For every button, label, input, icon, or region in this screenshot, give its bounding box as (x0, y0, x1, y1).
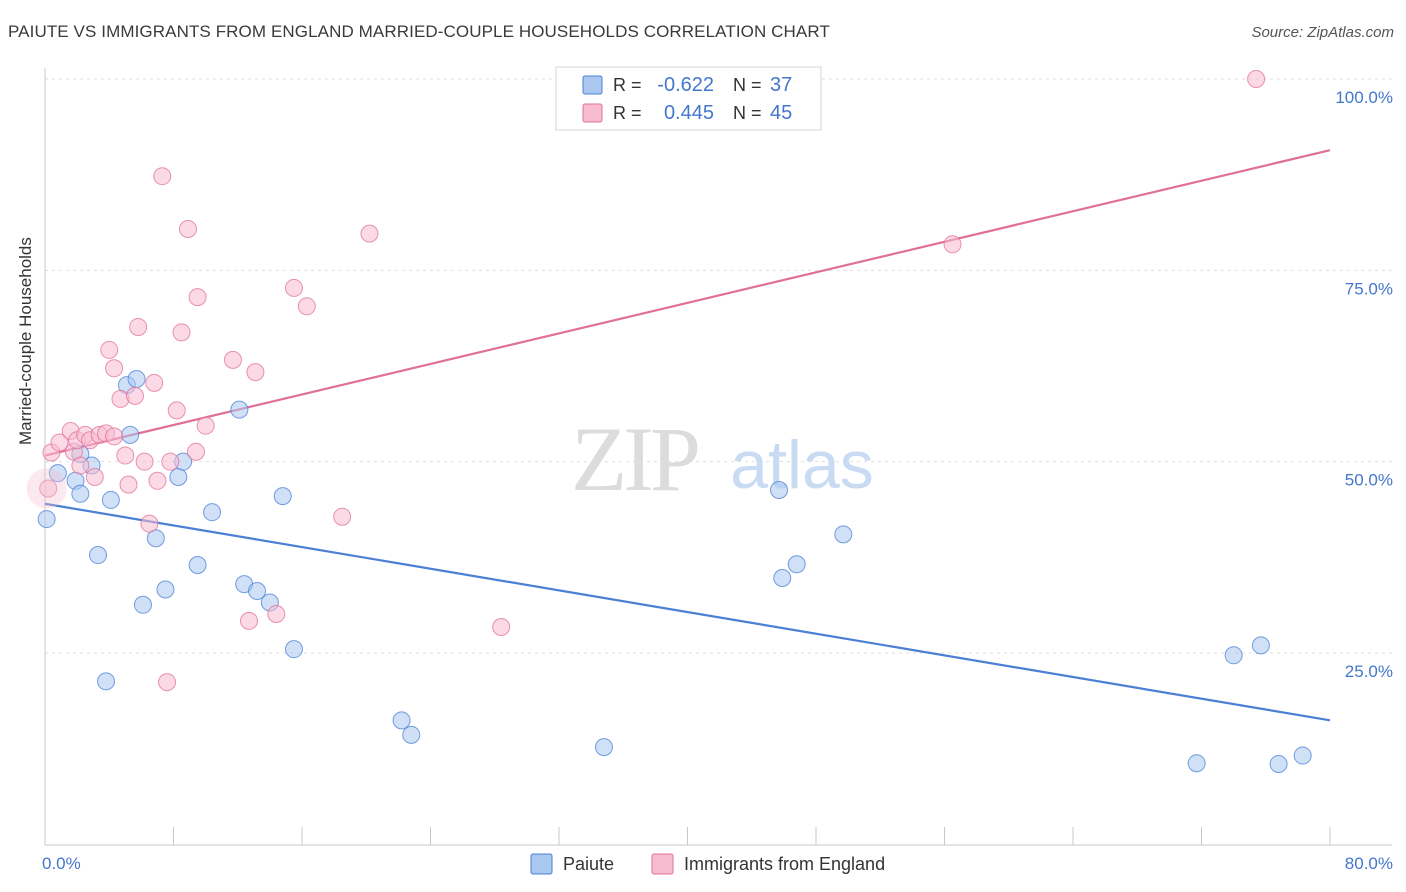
point-paiute (248, 582, 267, 601)
point-paiute (1187, 754, 1206, 773)
point-england (158, 673, 177, 692)
point-paiute (188, 555, 207, 574)
legend-r-value: -0.622 (657, 74, 714, 96)
point-england (105, 359, 124, 378)
point-england (167, 401, 186, 420)
source-label: Source: ZipAtlas.com (1251, 24, 1394, 41)
point-england (196, 416, 215, 435)
point-paiute (203, 503, 222, 522)
point-england (284, 278, 303, 297)
point-paiute (89, 546, 108, 565)
point-paiute (1251, 636, 1270, 655)
point-paiute (101, 490, 120, 509)
y-tick-label: 100.0% (1335, 88, 1393, 107)
point-england (188, 288, 207, 307)
point-england (145, 373, 164, 392)
point-paiute (1293, 746, 1312, 765)
point-paiute (1224, 646, 1243, 665)
point-england (943, 235, 962, 254)
point-paiute (773, 568, 792, 587)
point-paiute (770, 480, 789, 499)
point-england (119, 475, 138, 494)
x-tick-label: 0.0% (42, 854, 81, 873)
point-england (71, 456, 90, 475)
point-england (148, 471, 167, 490)
point-paiute (787, 555, 806, 574)
point-paiute (169, 467, 188, 486)
legend-swatch-paiute (582, 75, 603, 95)
point-paiute (133, 595, 152, 614)
point-paiute (392, 711, 411, 730)
point-england (105, 427, 124, 446)
point-england (50, 433, 69, 452)
bottom-legend-label-england: Immigrants from England (684, 854, 885, 874)
trend-line-england (44, 149, 1331, 457)
point-paiute (127, 370, 146, 389)
point-paiute (1269, 754, 1288, 773)
tick-labels: 25.0% 50.0% 75.0% 100.0% 0.0% 80.0% (42, 88, 1393, 873)
point-england (172, 323, 191, 342)
point-england (246, 363, 265, 382)
bottom-legend: Paiute Immigrants from England (530, 853, 885, 875)
point-england-cluster (26, 468, 67, 509)
legend-r-label: R = (613, 75, 642, 95)
bottom-legend-swatch-england (651, 853, 674, 875)
point-england (186, 442, 205, 461)
point-england (223, 350, 242, 369)
trend-lines (44, 149, 1331, 722)
point-england (492, 617, 511, 636)
point-england (39, 479, 58, 498)
x-tick-label: 80.0% (1345, 854, 1393, 873)
point-england (85, 467, 104, 486)
legend-n-value: 45 (770, 102, 792, 124)
point-paiute (230, 400, 249, 419)
y-tick-label: 25.0% (1345, 662, 1393, 681)
point-paiute (402, 725, 421, 744)
trend-line-paiute (44, 502, 1331, 722)
point-england (360, 224, 379, 243)
watermark: ZIP atlas (571, 408, 874, 510)
point-england (153, 167, 172, 186)
point-england (1247, 70, 1266, 88)
point-paiute (48, 464, 67, 483)
data-points (26, 70, 1312, 773)
y-tick-label: 75.0% (1345, 279, 1393, 298)
point-england (135, 452, 154, 471)
point-england (178, 220, 197, 239)
point-england (129, 317, 148, 336)
watermark-zip: ZIP (571, 408, 698, 510)
point-england (161, 452, 180, 471)
point-england (116, 446, 135, 465)
chart-title: PAIUTE VS IMMIGRANTS FROM ENGLAND MARRIE… (8, 22, 830, 41)
point-paiute (273, 487, 292, 506)
point-paiute (156, 580, 175, 599)
legend-n-label: N = (733, 103, 762, 123)
point-paiute (121, 425, 140, 444)
legend-r-label: R = (613, 103, 642, 123)
point-england (239, 611, 258, 630)
legend-r-value: 0.445 (664, 102, 714, 124)
point-paiute (284, 640, 303, 659)
point-england (100, 340, 119, 359)
watermark-atlas: atlas (730, 427, 874, 503)
legend-n-value: 37 (770, 74, 792, 96)
point-england (140, 514, 159, 533)
point-paiute (37, 510, 56, 529)
point-england (267, 604, 286, 623)
point-paiute (97, 672, 116, 691)
point-paiute (71, 484, 90, 503)
y-tick-label: 50.0% (1345, 471, 1393, 490)
bottom-legend-label-paiute: Paiute (563, 854, 614, 874)
point-england (333, 507, 352, 526)
bottom-legend-swatch-paiute (530, 853, 553, 875)
point-england (125, 386, 144, 405)
point-paiute (594, 738, 613, 757)
legend-box: R = -0.622 N = 37 R = 0.445 N = 45 (555, 66, 822, 131)
legend-swatch-england (582, 103, 603, 123)
point-paiute (834, 525, 853, 544)
gridlines (45, 78, 1392, 654)
point-england (297, 297, 316, 316)
legend-n-label: N = (733, 75, 762, 95)
